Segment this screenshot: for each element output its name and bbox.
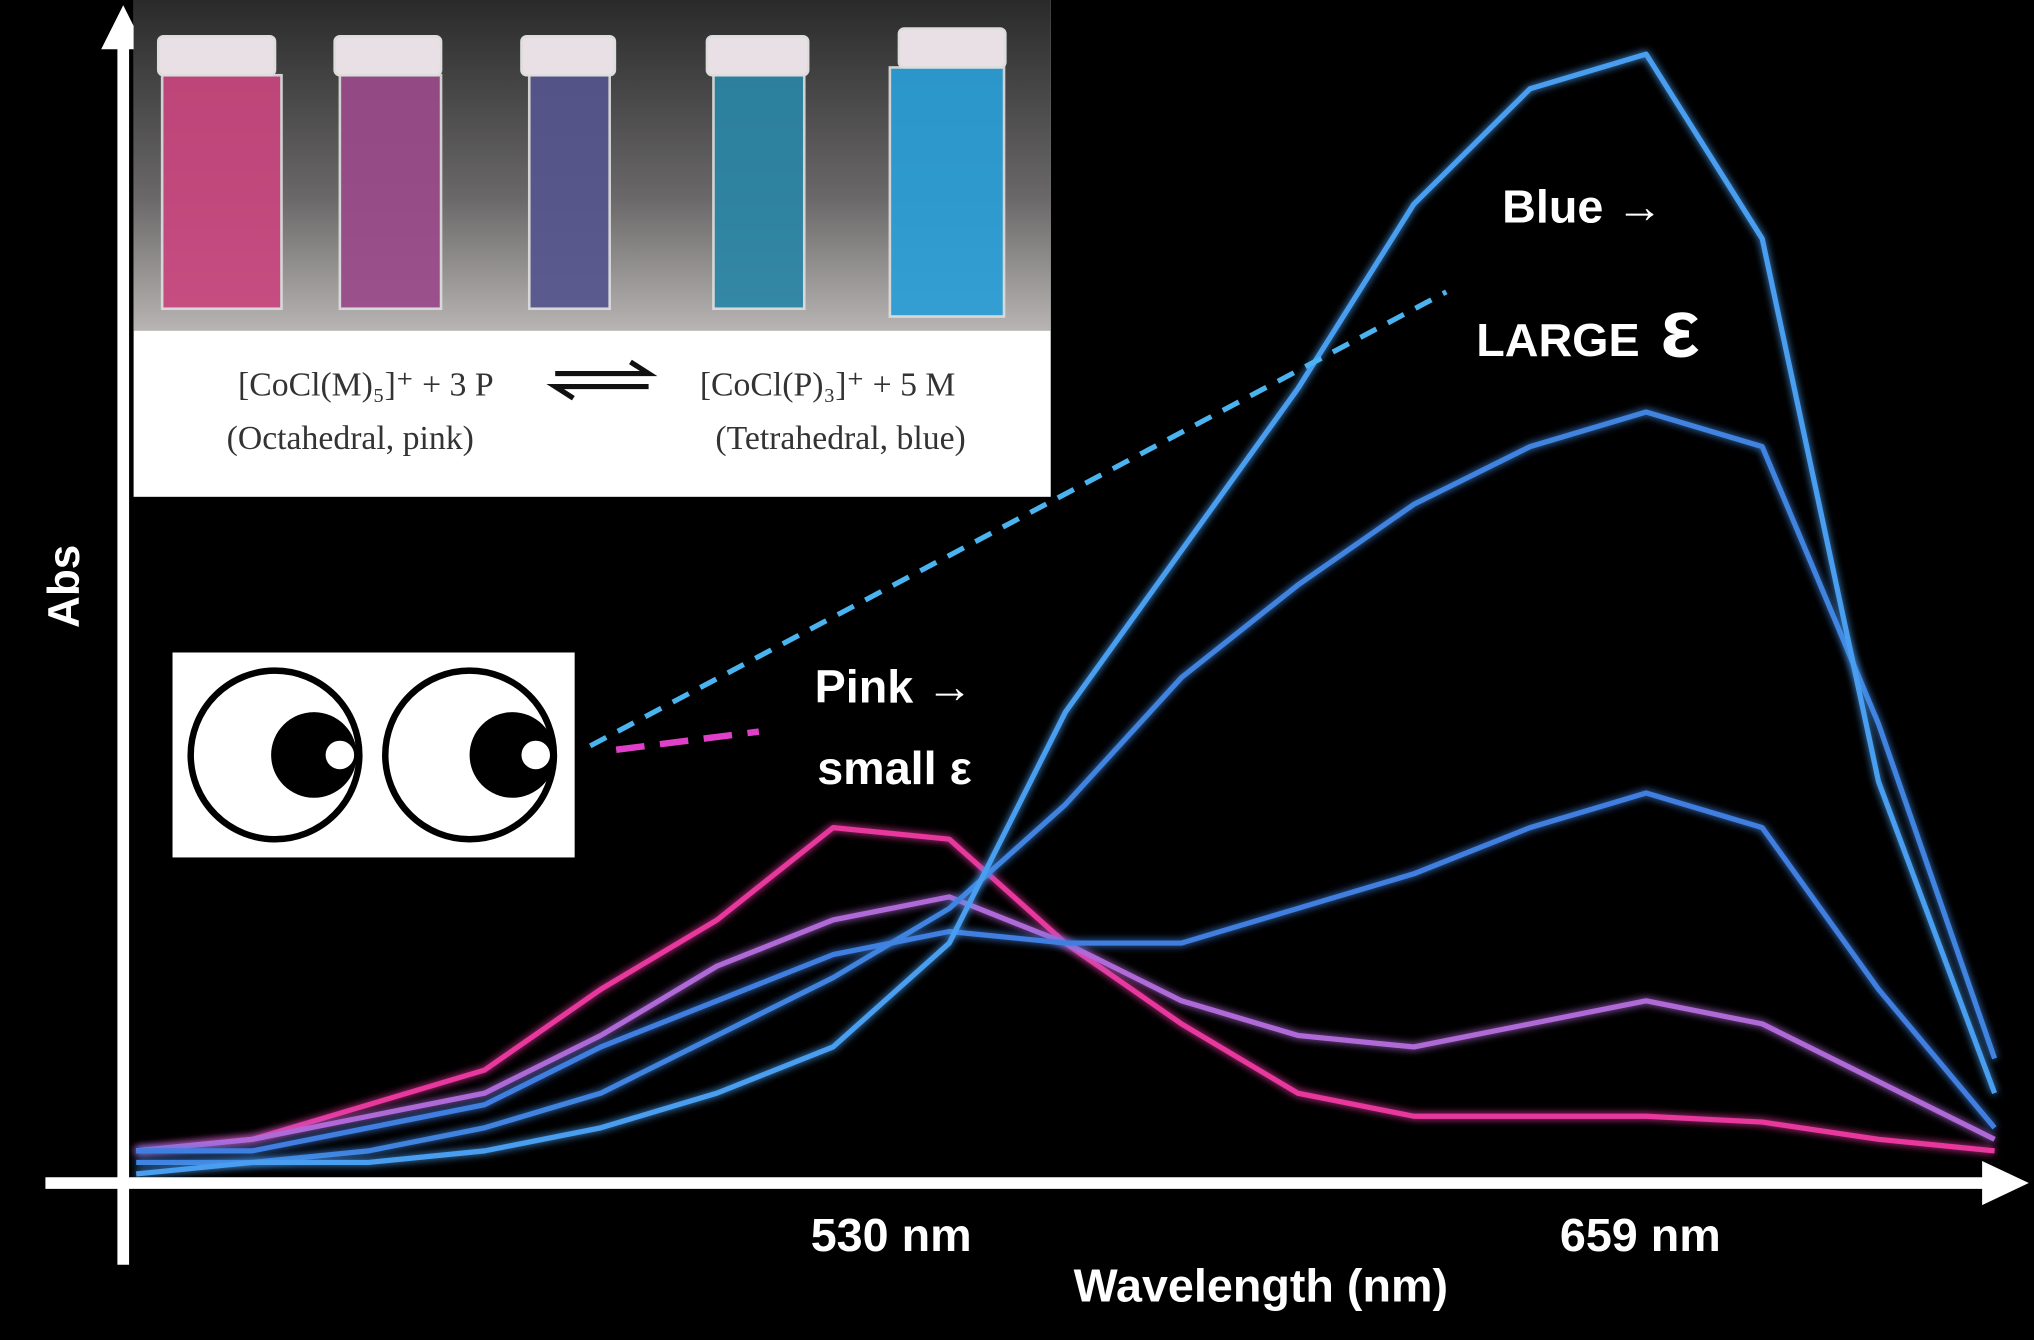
eyes: [172, 652, 575, 858]
spectrum-line: [136, 409, 1998, 1166]
spectrum-line: [135, 51, 1997, 1177]
reaction-right: [CoCl(P)₃]⁺ + 5 M: [700, 367, 956, 404]
large-annotation: LARGE: [1476, 314, 1639, 366]
small-annotation: small ε: [817, 742, 972, 794]
blue-dash: [589, 289, 1448, 749]
x-axis-arrow: [1982, 1160, 2029, 1206]
spectrum-line: [136, 790, 1997, 1154]
spectrum-line: [135, 825, 1995, 1154]
pink-annotation: Pink →: [815, 660, 973, 712]
equilibrium-arrows: [546, 359, 658, 401]
inset: [CoCl(M)₅]⁺ + 3 P (Octahedral, pink) [Co…: [133, 0, 1051, 497]
geometry-right: (Tetrahedral, blue): [715, 420, 965, 457]
x-tick-label: 530 nm: [811, 1209, 972, 1261]
plot-area: [135, 51, 1998, 1177]
y-axis-label: Abs: [40, 545, 89, 628]
x-tick-label: 659 nm: [1560, 1209, 1721, 1261]
x-axis-label: Wavelength (nm): [1074, 1260, 1448, 1312]
blue-annotation: Blue →: [1502, 180, 1663, 232]
axes: [45, 5, 2029, 1265]
reaction-left: [CoCl(M)₅]⁺ + 3 P: [238, 367, 494, 404]
spectrum-line: [135, 894, 1996, 1154]
geometry-left: (Octahedral, pink): [227, 420, 474, 457]
cuvettes: [156, 27, 1007, 318]
large-epsilon: ε: [1660, 282, 1699, 375]
pink-dash: [615, 728, 760, 753]
